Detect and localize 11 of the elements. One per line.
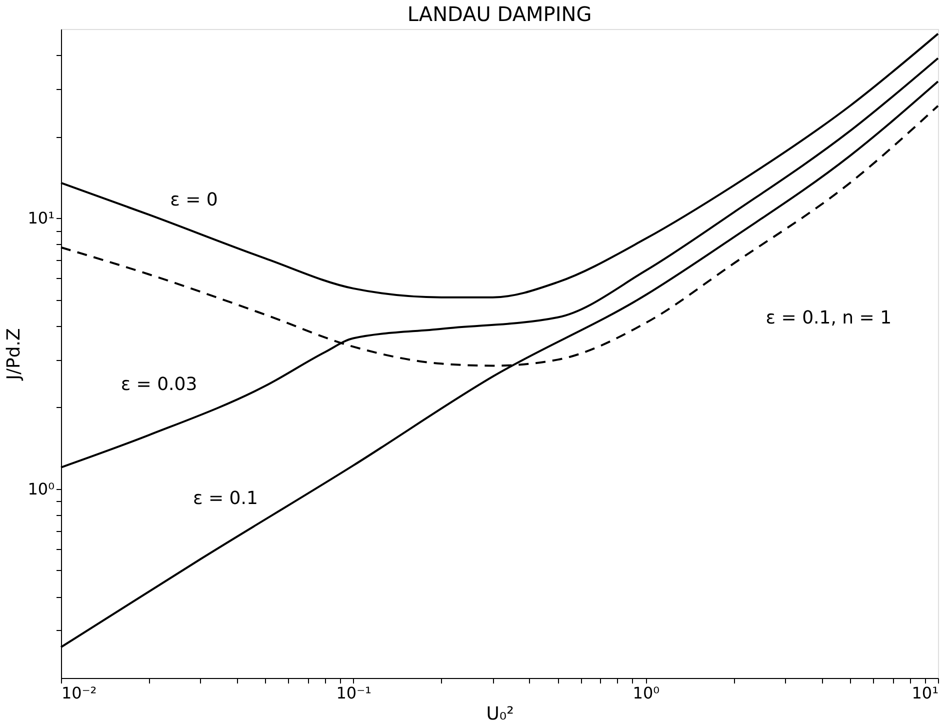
annotation: ε = 0 [170,190,218,211]
annotation: ε = 0.03 [120,374,198,396]
x-tick-label: 10⁰ [632,684,660,702]
x-tick-label: 10⁻² [62,684,97,702]
chart-title: LANDAU DAMPING [407,2,592,26]
x-tick-label: 10¹ [912,684,938,702]
x-tick-label: 10⁻¹ [336,684,372,702]
annotation: ε = 0.1 [193,488,258,510]
annotation: ε = 0.1, n = 1 [766,308,892,329]
y-axis-title: J/Pd.Z [4,328,25,381]
x-axis-title: U₀² [486,704,514,724]
